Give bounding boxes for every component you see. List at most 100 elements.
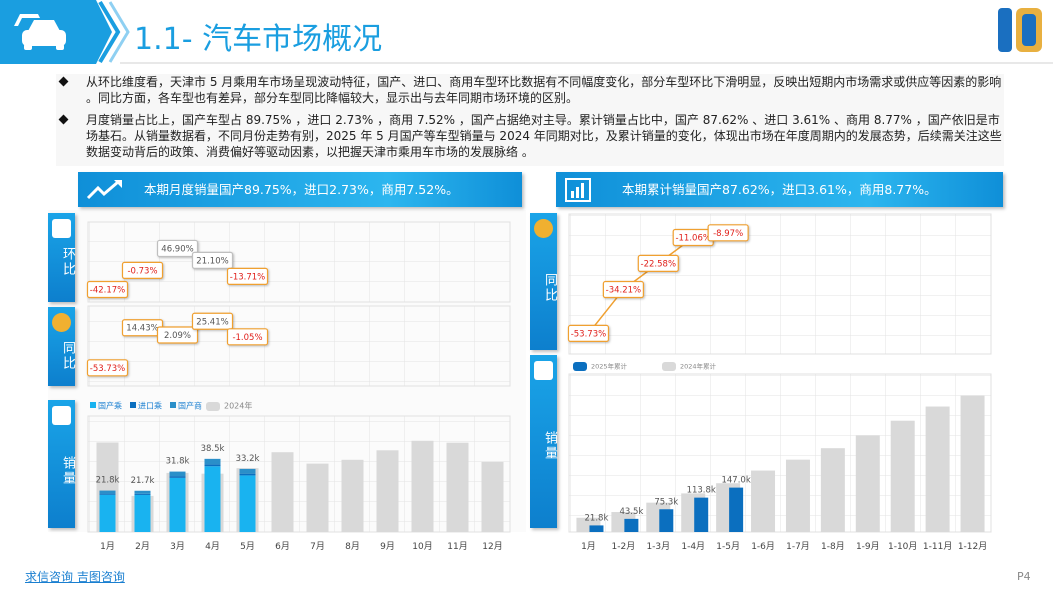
tab-icon xyxy=(52,219,71,238)
value-label: 75.3k xyxy=(654,497,678,507)
bar xyxy=(99,494,116,532)
page-number: P4 xyxy=(1017,570,1031,583)
comparison-bar xyxy=(481,461,504,532)
comparison-bar xyxy=(890,420,915,532)
comparison-bar xyxy=(820,448,845,532)
callout xyxy=(226,267,269,285)
callout xyxy=(156,239,199,258)
tab-label: 销量 xyxy=(542,431,557,461)
callout xyxy=(226,328,269,346)
comparison-bar xyxy=(751,470,776,532)
x-tick-label: 1-11月 xyxy=(923,541,952,552)
footer-source: 求信咨询 吉图咨询 xyxy=(25,570,125,584)
value-label: 43.5k xyxy=(619,507,643,517)
callout-label: 46.90% xyxy=(161,244,193,254)
legend-label: 国产商 xyxy=(178,401,202,411)
x-tick-label: 1-5月 xyxy=(716,541,740,552)
x-tick-label: 9月 xyxy=(380,541,395,552)
chart-icon xyxy=(565,178,591,202)
bar xyxy=(239,473,256,476)
x-tick-label: 11月 xyxy=(447,541,467,552)
callout-label: -1.05% xyxy=(232,333,262,343)
comparison-bar xyxy=(446,442,469,532)
tab-label: 销量 xyxy=(60,456,75,486)
bar xyxy=(169,471,186,477)
tab: 同比 xyxy=(530,213,557,350)
comparison-bar xyxy=(960,395,985,532)
legend-label: 国产乘 xyxy=(98,401,122,411)
comparison-bar xyxy=(411,440,434,532)
callout-label: -22.58% xyxy=(641,259,676,269)
comparison-bar xyxy=(306,463,329,532)
callout-label: 2.09% xyxy=(164,331,191,341)
callout xyxy=(156,326,199,344)
legend-label: 2024年累计 xyxy=(680,362,717,371)
callout xyxy=(86,280,129,299)
x-tick-label: 1-7月 xyxy=(786,541,810,552)
comparison-bar xyxy=(341,459,364,532)
bullet: 从环比维度看，天津市 5 月乘用车市场呈现波动特征，国产、进口、商用车型环比数据… xyxy=(56,74,1004,106)
callout-label: 21.10% xyxy=(196,256,228,266)
comparison-bar xyxy=(925,406,950,532)
x-tick-label: 3月 xyxy=(170,541,185,552)
bar xyxy=(169,476,186,478)
total-label: 33.2k xyxy=(236,454,260,464)
total-label: 31.8k xyxy=(166,457,190,467)
legend-swatch xyxy=(90,402,96,408)
x-tick-label: 1-4月 xyxy=(681,541,705,552)
bar xyxy=(239,475,256,532)
tab-icon xyxy=(534,361,553,380)
legend-swatch xyxy=(662,362,676,371)
bar xyxy=(204,464,221,467)
callout xyxy=(86,359,129,377)
tab: 销量 xyxy=(48,400,75,528)
x-tick-label: 1-12月 xyxy=(958,541,987,552)
legend-label: 进口乘 xyxy=(138,401,162,411)
banner: 本期月度销量国产89.75%，进口2.73%，商用7.52%。 xyxy=(78,172,522,207)
tab-label: 同比 xyxy=(542,273,557,303)
bar xyxy=(659,509,674,532)
x-tick-label: 2月 xyxy=(135,541,150,552)
x-tick-label: 1-10月 xyxy=(888,541,917,552)
bar xyxy=(204,466,221,532)
callout xyxy=(191,312,234,330)
x-tick-label: 12月 xyxy=(482,541,502,552)
legend-swatch xyxy=(170,402,176,408)
bar xyxy=(99,490,116,494)
logo xyxy=(998,8,1042,52)
legend-swatch xyxy=(573,362,587,371)
x-tick-label: 7月 xyxy=(310,541,325,552)
x-tick-label: 1月 xyxy=(581,541,596,552)
tab-icon xyxy=(52,313,71,332)
callout-label: -53.73% xyxy=(90,364,125,374)
callout-label: -42.17% xyxy=(90,285,125,295)
total-label: 21.8k xyxy=(96,476,120,486)
legend-swatch xyxy=(130,402,136,408)
comparison-bar xyxy=(785,459,810,532)
bar xyxy=(169,477,186,532)
tab-label: 同比 xyxy=(60,341,75,371)
title: 1.1- 汽车市场概况 xyxy=(134,22,383,57)
grid xyxy=(568,373,992,533)
legend-label: 2024年 xyxy=(224,401,252,411)
bar xyxy=(729,487,744,532)
trend-icon xyxy=(86,180,122,200)
bar xyxy=(694,497,709,532)
grid xyxy=(87,415,511,533)
legend-swatch xyxy=(206,402,220,411)
callout xyxy=(191,251,234,269)
tab-icon xyxy=(52,406,71,425)
banner-text: 本期累计销量国产87.62%，进口3.61%，商用8.77%。 xyxy=(622,182,937,197)
car-icon xyxy=(14,14,66,50)
callout xyxy=(637,254,679,272)
bullet-list: 从环比维度看，天津市 5 月乘用车市场呈现波动特征，国产、进口、商用车型环比数据… xyxy=(56,74,1004,166)
callout-label: -0.73% xyxy=(127,266,157,276)
callout xyxy=(567,324,610,343)
bullet: 月度销量占比上，国产车型占 89.75% ，进口 2.73% ，商用 7.52%… xyxy=(56,112,1004,160)
banner-text: 本期月度销量国产89.75%，进口2.73%，商用7.52%。 xyxy=(144,182,459,197)
value-label: 21.8k xyxy=(585,513,609,523)
x-tick-label: 1-6月 xyxy=(751,541,775,552)
callout-label: -34.21% xyxy=(606,286,641,296)
callout-label: -53.73% xyxy=(571,329,606,339)
